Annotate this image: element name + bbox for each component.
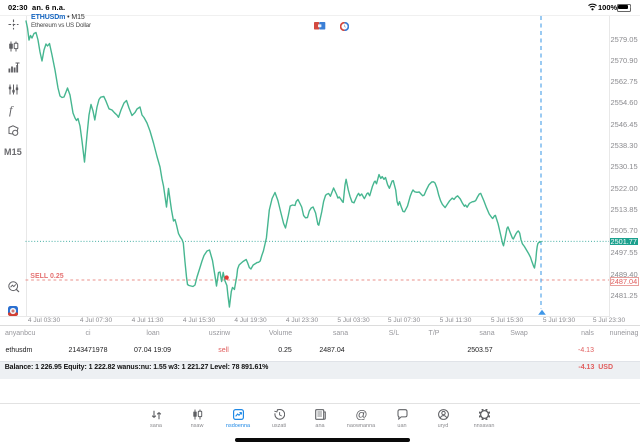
- svg-text:@: @: [356, 409, 367, 420]
